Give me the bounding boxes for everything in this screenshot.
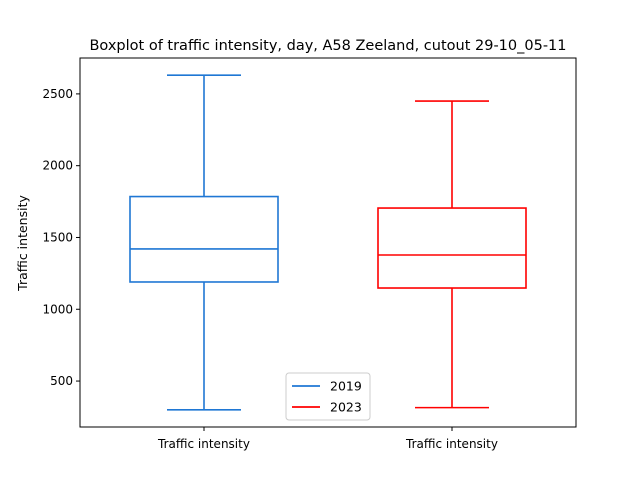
- box-2023: [377, 100, 527, 409]
- chart-title: Boxplot of traffic intensity, day, A58 Z…: [89, 38, 566, 54]
- y-axis-label: Traffic intensity: [15, 195, 30, 292]
- legend: 2019 2023: [285, 372, 371, 421]
- legend-frame: [285, 372, 371, 421]
- y-tick-label: 500: [50, 374, 73, 388]
- iqr-box: [129, 195, 279, 283]
- box-2019: [129, 74, 279, 411]
- x-tick-label: Traffic intensity: [157, 437, 250, 451]
- iqr-box: [377, 207, 527, 289]
- y-tick-label: 2500: [42, 87, 73, 101]
- y-tick-label: 2000: [42, 159, 73, 173]
- plot-frame: [79, 57, 577, 428]
- y-tick-label: 1000: [42, 302, 73, 316]
- x-tick-label: Traffic intensity: [405, 437, 498, 451]
- legend-label-2023: 2023: [330, 400, 362, 415]
- y-tick-label: 1500: [42, 230, 73, 244]
- plot-area: 500 1000 1500 2000 2500 Traffic intensity Traf…: [42, 74, 527, 451]
- legend-label-2019: 2019: [330, 379, 362, 394]
